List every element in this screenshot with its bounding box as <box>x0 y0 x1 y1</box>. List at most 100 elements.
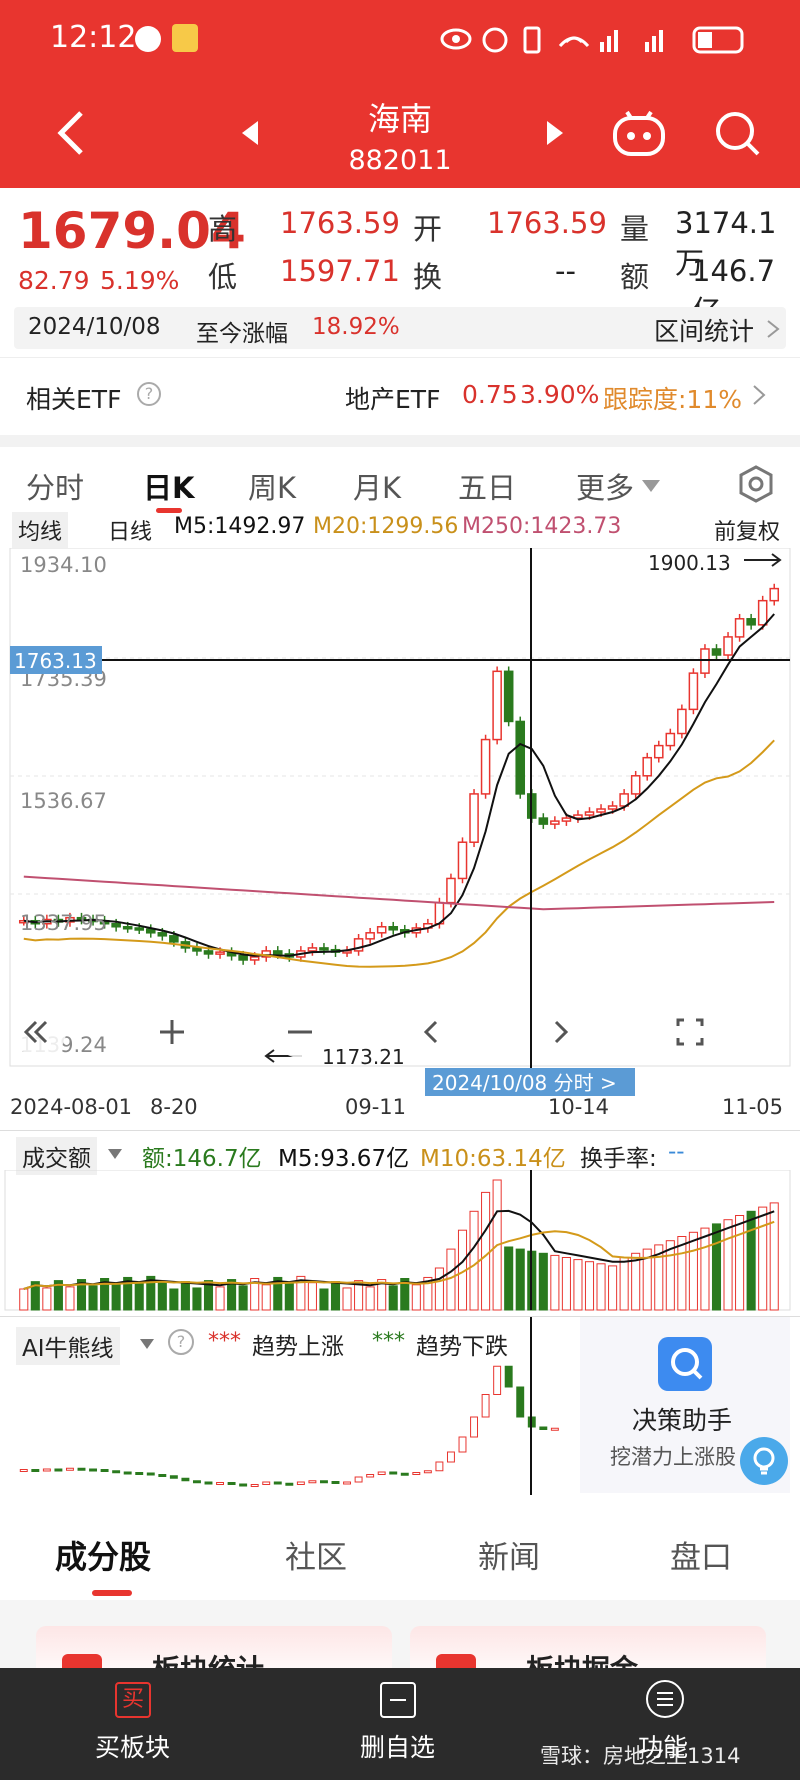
buy-icon: 买 <box>115 1682 151 1718</box>
candle-body <box>700 648 710 674</box>
buy-sector-button[interactable]: 买 买板块 <box>95 1678 171 1772</box>
etf-row[interactable]: 相关ETF ? 地产ETF 0.75 3.90% 跟踪度:11% <box>0 357 800 433</box>
scroll-left-fast-button[interactable] <box>14 1006 66 1058</box>
robot-icon[interactable] <box>610 104 668 162</box>
volume-indicator-dropdown[interactable]: 成交额 <box>16 1137 97 1175</box>
ai-candle <box>377 1471 386 1475</box>
ai-candle <box>539 1426 548 1430</box>
ai-candle <box>158 1474 167 1477</box>
turnover-value: -- <box>555 254 576 288</box>
ai-candle <box>192 1480 201 1484</box>
candle-body <box>192 947 202 952</box>
etf-label: 相关ETF <box>26 385 122 414</box>
volume-bar <box>284 1283 294 1311</box>
tab-monthly-k[interactable]: 月K <box>353 471 402 505</box>
tab-active-indicator <box>156 508 182 513</box>
remove-watchlist-button[interactable]: 删自选 <box>360 1678 436 1772</box>
tab-more[interactable]: 更多 <box>576 471 635 505</box>
prev-stock-icon[interactable] <box>235 118 265 148</box>
candle-body <box>723 636 733 656</box>
x-label-2: 8-20 <box>150 1095 198 1119</box>
next-stock-icon[interactable] <box>540 118 570 148</box>
tab-community[interactable]: 社区 <box>285 1540 347 1576</box>
crosshair-date-tag[interactable] <box>425 1068 635 1096</box>
volume-legend-bar: 成交额 额:146.7亿 M5:93.67亿 M10:63.14亿 换手率: -… <box>0 1130 800 1175</box>
crosshair-date[interactable]: 2024/10/08 分时 > <box>432 1071 617 1095</box>
volume-bar <box>619 1257 629 1311</box>
tab-news[interactable]: 新闻 <box>478 1540 540 1576</box>
candle-body <box>111 922 121 928</box>
candle-body <box>711 648 722 656</box>
tab-active-indicator <box>92 1590 132 1596</box>
lightbulb-icon[interactable] <box>740 1437 788 1485</box>
ai-candle <box>239 1483 248 1487</box>
functions-button[interactable]: 功能 <box>630 1678 710 1772</box>
volume-bar <box>169 1288 179 1311</box>
ai-candle <box>550 1427 559 1431</box>
volume-bar <box>42 1287 52 1311</box>
volume-bar <box>53 1280 63 1311</box>
ai-candle <box>389 1471 398 1475</box>
volume-bar <box>250 1278 260 1311</box>
ma-legend-bar: 均线 日线 M5:1492.97 M20:1299.56 M250:1423.7… <box>0 510 800 548</box>
volume-bar <box>481 1191 491 1311</box>
volume-bar <box>134 1283 144 1311</box>
range-stats-link[interactable]: 区间统计 <box>654 317 755 346</box>
ai-candle <box>54 1468 63 1472</box>
candle-body <box>365 932 375 940</box>
tab-order-book[interactable]: 盘口 <box>670 1540 732 1576</box>
tab-weekly-k[interactable]: 周K <box>248 471 297 505</box>
fullscreen-button[interactable] <box>664 1006 716 1058</box>
volume-bars <box>19 1179 779 1311</box>
ai-candle <box>285 1482 294 1486</box>
kline-chart[interactable]: 1934.10 1735.39 1536.67 1337.95 1139.24 … <box>0 548 800 1128</box>
search-icon[interactable] <box>712 108 762 158</box>
ai-candle <box>458 1436 467 1453</box>
ai-candle <box>19 1469 28 1472</box>
crosshair-price: 1763.13 <box>14 649 97 673</box>
candle-body <box>769 587 780 602</box>
ai-candle <box>250 1484 259 1487</box>
volume-bar <box>261 1284 271 1311</box>
bottom-action-bar: 买 买板块 删自选 功能 雪球：房地之王1314 <box>0 1668 800 1780</box>
back-icon[interactable] <box>50 108 90 158</box>
candle-body <box>249 956 260 961</box>
stock-code: 882011 <box>348 145 452 176</box>
candle-body <box>261 950 272 958</box>
assistant-icon <box>658 1337 712 1391</box>
scroll-right-button[interactable] <box>536 1006 588 1058</box>
ma-indicator-dropdown[interactable]: 均线 <box>12 512 69 548</box>
since-label: 至今涨幅 <box>196 321 288 347</box>
chevron-right-icon <box>753 385 766 405</box>
ai-candle <box>435 1461 444 1472</box>
help-icon[interactable]: ? <box>168 1329 194 1355</box>
ai-candle <box>146 1472 155 1476</box>
ma250-label: M250:1423.73 <box>462 514 622 539</box>
candle-body <box>584 811 595 816</box>
ai-candle <box>400 1472 409 1476</box>
tab-constituents[interactable]: 成分股 <box>55 1538 152 1576</box>
range-bar[interactable]: 2024/10/08 至今涨幅 18.92% 区间统计 <box>14 307 786 349</box>
ai-candle <box>516 1386 525 1418</box>
volume-bar <box>30 1281 40 1311</box>
candle-body <box>457 841 468 880</box>
candle-body <box>757 599 768 626</box>
ai-candle <box>216 1482 225 1485</box>
adjust-mode[interactable]: 前复权 <box>714 520 781 545</box>
scroll-left-button[interactable] <box>404 1006 456 1058</box>
volume-bar <box>711 1223 722 1311</box>
tab-five-day[interactable]: 五日 <box>458 471 517 505</box>
zoom-controls <box>14 1006 716 1058</box>
volume-bar <box>423 1276 433 1311</box>
turnover-rate-value: -- <box>668 1139 685 1165</box>
tab-intraday[interactable]: 分时 <box>26 471 85 505</box>
etf-name: 地产ETF <box>345 385 441 414</box>
decision-assistant-card[interactable]: 决策助手 挖潜力上涨股 <box>580 1317 790 1493</box>
settings-icon[interactable] <box>737 465 775 503</box>
ai-indicator-dropdown[interactable]: AI牛熊线 <box>16 1327 120 1365</box>
volume-bar <box>354 1280 364 1311</box>
tab-daily-k[interactable]: 日K <box>143 471 195 505</box>
help-icon[interactable]: ? <box>137 382 161 406</box>
volume-bar <box>388 1285 398 1311</box>
volume-bar <box>377 1279 387 1311</box>
